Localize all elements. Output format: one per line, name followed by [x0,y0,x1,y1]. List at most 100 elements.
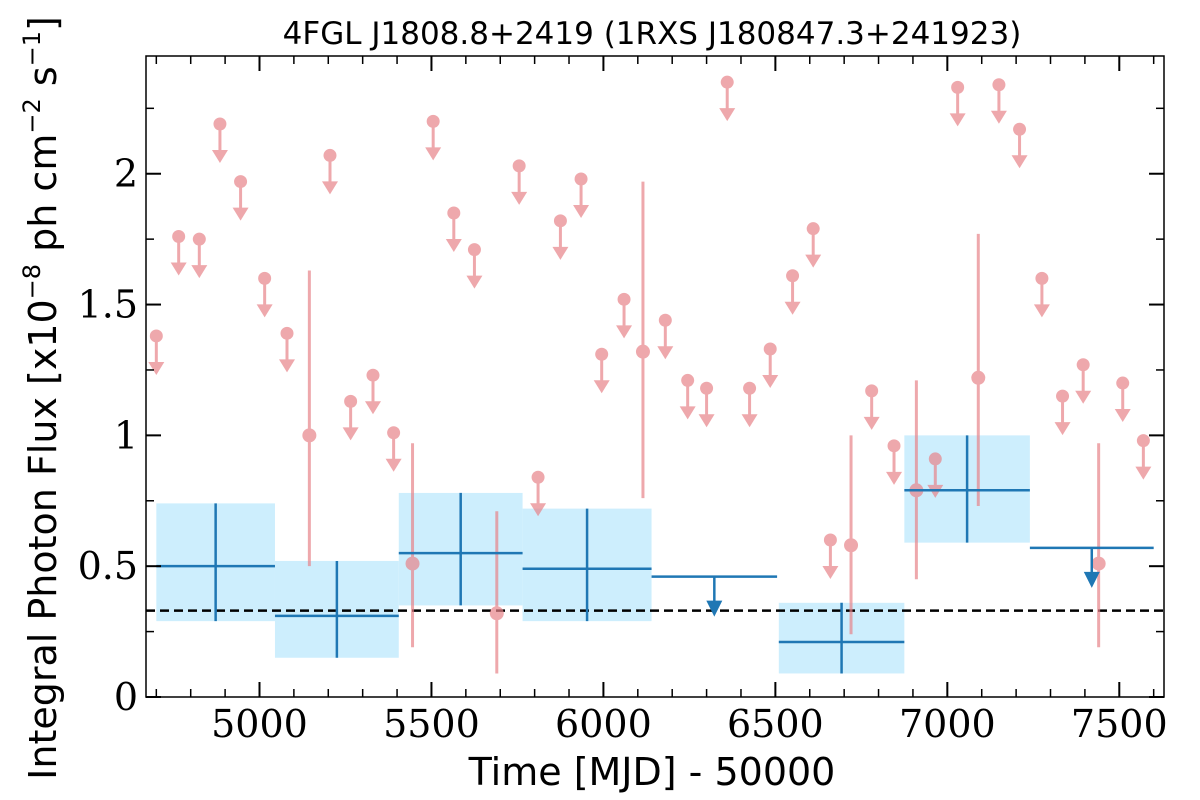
upper-limit-marker [786,269,800,283]
upper-limit-marker [1035,271,1049,285]
upper-limit-arrowhead [552,246,569,260]
upper-limit-arrowhead [511,191,528,205]
detection-marker [302,428,317,443]
short-bin-detection [1091,443,1106,648]
detection-marker [405,556,420,571]
upper-limit-marker [823,533,837,547]
upper-limit-marker [234,175,248,189]
upper-limit-marker [149,329,163,343]
x-axis-label: Time [MJD] - 50000 [468,750,836,794]
detection-marker [489,606,504,621]
upper-limit-arrowhead [1135,466,1152,480]
short-bin-upper-limit [530,470,547,517]
x-tick-label: 5500 [383,702,480,746]
short-bin-detection [405,443,420,648]
upper-limit-arrowhead [1033,304,1050,318]
upper-limit-marker [1013,122,1027,136]
y-tick-label: 0 [114,675,138,719]
short-bin-upper-limit [191,232,208,279]
upper-limit-marker [887,439,901,453]
upper-limit-arrowhead [1011,155,1028,169]
y-axis-label-exp2: −2 [18,98,46,133]
short-bin-upper-limit [573,172,590,218]
detection-marker [844,538,859,553]
upper-limit-arrowhead [949,113,966,127]
upper-limit-marker [323,148,337,162]
upper-limit-marker [512,159,526,173]
detection-marker [635,344,650,359]
x-tick-label: 6000 [555,702,652,746]
short-bin-upper-limit [1011,122,1028,169]
upper-limit-arrowhead [425,147,442,161]
y-axis-label-mid2: s [21,66,65,98]
x-tick-label: 7000 [899,702,996,746]
short-bin-upper-limit [552,214,569,260]
upper-limit-arrowhead [741,414,758,428]
upper-limit-arrowhead [279,359,296,373]
short-bin-upper-limit [741,381,758,428]
upper-limit-arrowhead [148,361,165,375]
upper-limit-marker [344,394,358,408]
upper-limit-arrowhead [321,181,338,195]
short-bin-detection [844,435,859,635]
short-bin-upper-limit [1114,376,1131,423]
upper-limit-arrowhead [1075,390,1092,404]
upper-limit-marker [574,172,588,186]
upper-limit-arrowhead [784,301,801,315]
short-bin-upper-limit [949,80,966,127]
x-tick-label: 6500 [727,702,824,746]
short-bin-upper-limit [805,222,822,268]
upper-limit-arrowhead [679,406,696,420]
short-bin-upper-limit [364,368,381,415]
upper-limit-marker [387,426,401,440]
short-bin-upper-limit [616,292,633,339]
short-bin-upper-limit [657,313,674,360]
upper-limit-arrowhead [886,471,903,485]
chart-title: 4FGL J1808.8+2419 (1RXS J180847.3+241923… [283,16,1022,52]
upper-limit-marker [743,381,757,395]
upper-limit-marker [426,114,440,128]
short-bin-upper-limit [445,206,462,252]
upper-limit-marker [1076,358,1090,372]
upper-limit-arrowhead [863,416,880,430]
upper-limit-marker [720,75,734,89]
upper-limit-marker [531,470,545,484]
upper-limit-marker [806,222,820,236]
short-bin-upper-limit [256,271,273,318]
upper-limit-arrowhead [211,150,228,164]
upper-limit-marker [1056,389,1070,403]
upper-limit-arrowhead [385,458,402,472]
short-bin-upper-limit [863,384,880,430]
upper-limit-marker [366,368,380,382]
short-bin-upper-limit [593,347,610,394]
upper-limit-marker [658,313,672,327]
y-axis-label-prefix: Integral Photon Flux [x10 [21,299,65,780]
upper-limit-arrowhead [1054,422,1071,436]
detection-marker [971,370,986,385]
upper-limit-arrowhead [232,207,249,221]
short-bin-upper-limit [148,329,165,375]
upper-limit-arrowhead [657,346,674,360]
short-bin-upper-limit [1075,358,1092,404]
upper-limit-arrowhead [805,254,822,268]
upper-limit-marker [553,214,567,228]
upper-limit-arrowhead [342,427,359,441]
short-bin-upper-limit [385,426,402,472]
x-tick-label: 5000 [211,702,308,746]
upper-limit-marker [928,452,942,466]
short-bin-upper-limit [1033,271,1050,318]
long-bin-upper-limit-arrowhead [1083,571,1100,588]
upper-limit-arrowhead [191,265,208,279]
x-tick-label: 7500 [1071,702,1168,746]
y-axis-label: Integral Photon Flux [x10−8 ph cm−2 s−1] [18,16,65,780]
short-bin-upper-limit [232,175,249,221]
upper-limit-arrowhead [530,503,547,517]
upper-limit-marker [700,381,714,395]
y-axis-label-suffix: ] [21,16,65,31]
detection-marker [1091,556,1106,571]
short-bin-upper-limit [279,326,296,373]
short-bin-upper-limit [1054,389,1071,436]
upper-limit-arrowhead [445,238,462,252]
